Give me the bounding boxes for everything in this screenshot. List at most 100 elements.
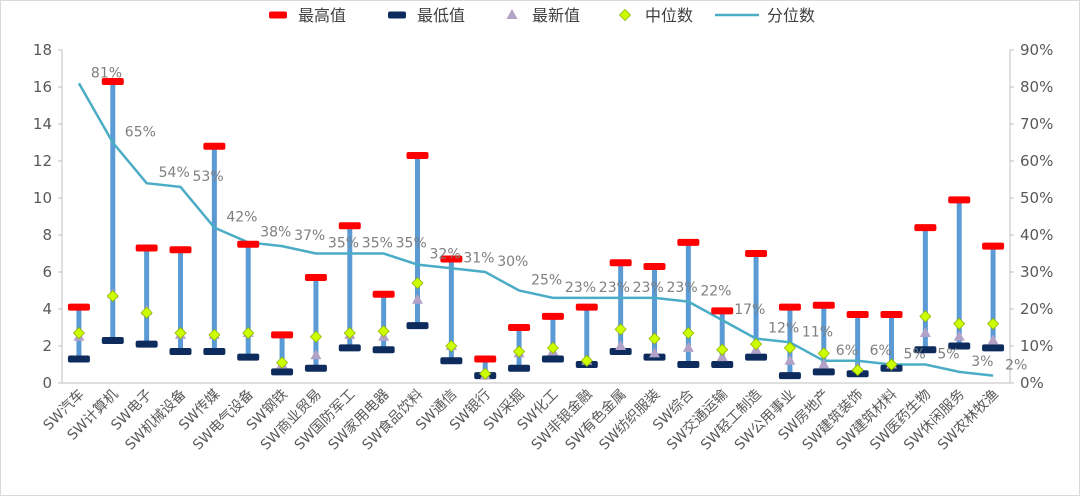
- median-marker: [513, 345, 526, 358]
- min-marker: [372, 346, 395, 354]
- range-bar: [110, 81, 116, 341]
- latest-marker: [919, 327, 931, 338]
- percentile-data-label: 6%: [836, 343, 858, 359]
- median-marker: [614, 323, 627, 336]
- percentile-data-label: 25%: [531, 273, 562, 289]
- median-marker: [72, 326, 85, 340]
- range-bar: [279, 334, 285, 372]
- percentile-data-label: 23%: [667, 280, 698, 296]
- min-marker: [948, 342, 971, 350]
- left-tick-label: 4: [42, 300, 52, 318]
- max-marker: [778, 303, 801, 311]
- max-marker: [508, 324, 531, 331]
- max-marker: [271, 331, 294, 339]
- percentile-data-label: 37%: [294, 228, 325, 244]
- range-bar: [245, 244, 251, 358]
- min-marker: [609, 348, 632, 356]
- legend-median-marker: [618, 8, 632, 22]
- latest-marker: [784, 354, 796, 365]
- legend-max-marker: [269, 11, 287, 19]
- range-bar: [618, 262, 624, 352]
- median-marker: [208, 328, 221, 341]
- range-bar: [381, 294, 387, 350]
- percentile-line: [77, 82, 994, 377]
- min-marker: [914, 346, 937, 354]
- latest-marker: [649, 347, 660, 358]
- legend-latest-marker: [506, 9, 518, 19]
- min-marker: [745, 353, 768, 361]
- max-marker: [541, 312, 564, 320]
- latest-marker: [412, 293, 423, 304]
- median-marker: [242, 326, 255, 340]
- range-bar: [211, 146, 217, 352]
- range-bar: [584, 307, 590, 365]
- median-marker: [309, 330, 322, 343]
- median-marker: [174, 326, 187, 340]
- right-tick-label: 50%: [1020, 189, 1053, 207]
- percentile-data-label: 32%: [430, 247, 461, 263]
- max-marker: [338, 222, 361, 230]
- left-tick-label: 18: [33, 41, 52, 59]
- left-tick-label: 6: [42, 263, 52, 281]
- range-bar: [990, 246, 996, 348]
- median-marker: [546, 341, 559, 354]
- max-marker: [372, 290, 395, 298]
- min-marker: [440, 357, 463, 365]
- max-marker: [304, 274, 327, 282]
- left-tick-label: 14: [33, 115, 52, 133]
- percentile-data-label: 35%: [396, 236, 427, 252]
- latest-marker: [987, 334, 999, 345]
- max-marker: [948, 196, 971, 204]
- max-marker: [406, 151, 429, 159]
- min-marker: [67, 355, 90, 363]
- median-marker: [953, 317, 966, 330]
- percentile-data-label: 3%: [971, 354, 993, 370]
- left-tick-label: 8: [42, 226, 52, 244]
- percentile-data-label: 35%: [328, 236, 359, 252]
- right-tick-label: 90%: [1020, 41, 1053, 59]
- range-bar: [889, 314, 894, 369]
- right-tick-label: 40%: [1020, 226, 1053, 244]
- max-marker: [237, 240, 260, 248]
- max-marker: [169, 246, 192, 254]
- range-bar: [652, 266, 657, 358]
- right-tick-label: 20%: [1020, 300, 1053, 318]
- left-tick-label: 0: [42, 374, 52, 392]
- max-marker: [609, 259, 632, 267]
- min-marker: [778, 372, 801, 380]
- left-tick-label: 2: [42, 337, 52, 355]
- latest-marker: [682, 341, 694, 352]
- range-bar: [821, 305, 827, 372]
- percentile-data-label: 23%: [565, 280, 596, 296]
- percentile-data-label: 23%: [633, 280, 664, 296]
- max-marker: [880, 311, 903, 319]
- range-bar: [415, 155, 420, 326]
- percentile-data-label: 11%: [802, 324, 833, 340]
- min-marker: [135, 340, 158, 348]
- range-bar: [482, 358, 488, 376]
- median-marker: [817, 347, 830, 360]
- right-tick-label: 0%: [1020, 374, 1044, 392]
- max-marker: [677, 238, 700, 246]
- legend-label-min: 最低值: [417, 6, 465, 25]
- median-marker: [783, 341, 796, 354]
- min-marker: [203, 348, 226, 356]
- max-marker: [474, 355, 497, 363]
- latest-marker: [310, 349, 322, 360]
- percentile-data-label: 2%: [1005, 358, 1027, 374]
- median-marker: [682, 326, 695, 340]
- legend-label-latest: 最新值: [532, 6, 580, 25]
- max-marker: [135, 244, 158, 252]
- range-bar: [313, 277, 319, 369]
- percentile-data-label: 38%: [260, 224, 291, 240]
- median-marker: [919, 310, 932, 323]
- range-bar: [855, 314, 861, 374]
- range-bar: [922, 227, 928, 350]
- latest-marker: [953, 330, 965, 341]
- min-marker: [237, 353, 260, 361]
- percentile-data-label: 54%: [159, 165, 190, 181]
- min-marker: [508, 364, 531, 372]
- max-marker: [67, 303, 90, 311]
- median-marker: [106, 289, 119, 303]
- right-tick-label: 80%: [1020, 78, 1053, 96]
